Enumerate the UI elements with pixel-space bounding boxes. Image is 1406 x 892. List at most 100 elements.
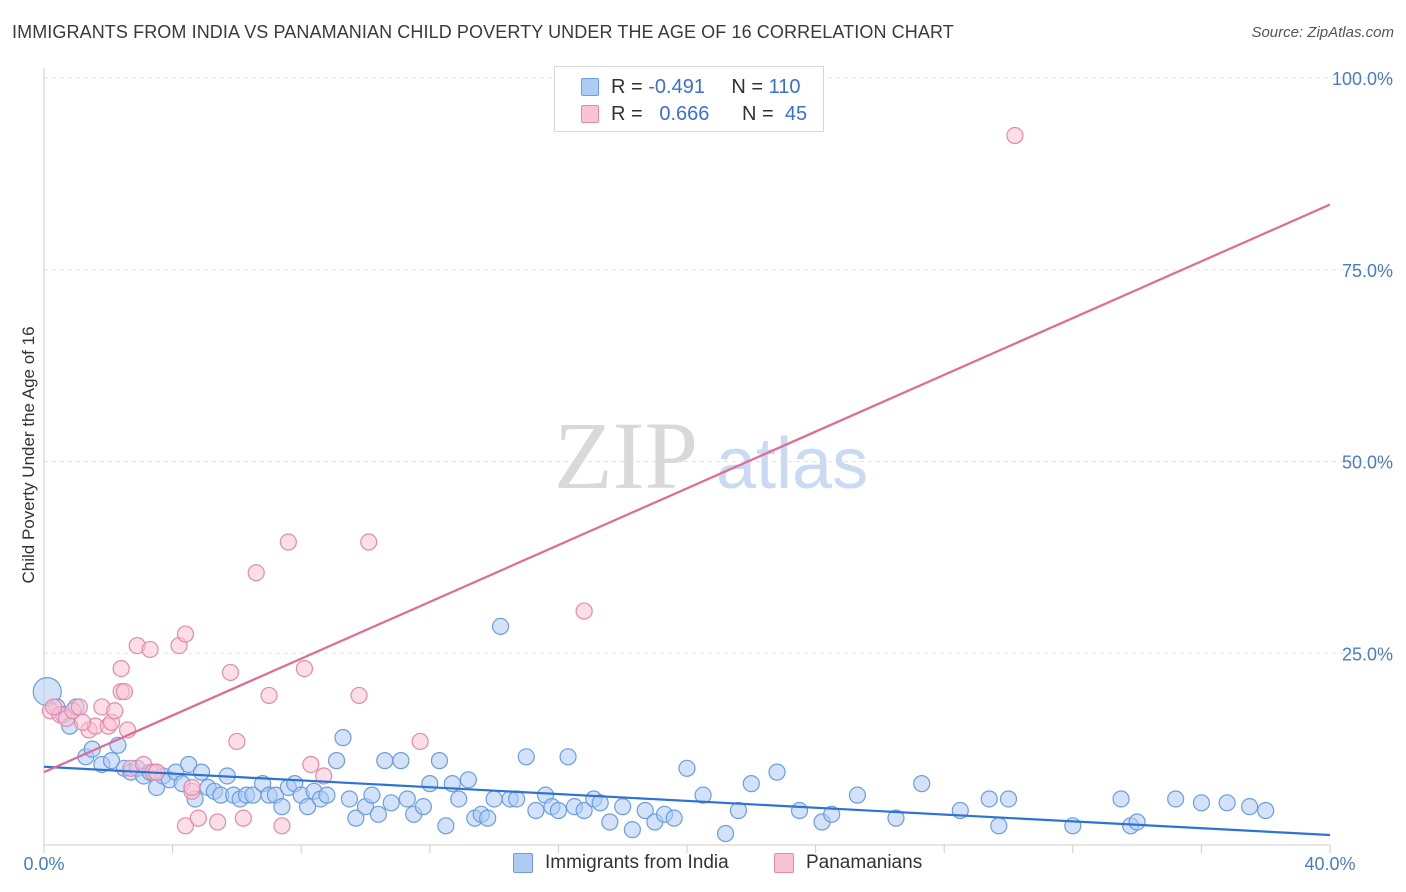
panamanian-point <box>1006 126 1024 145</box>
india-point <box>382 794 400 812</box>
panamanian-point <box>45 698 63 716</box>
india-point <box>1241 798 1259 816</box>
panamanian-point <box>106 702 124 720</box>
india-point <box>508 790 526 808</box>
india-point <box>980 790 998 808</box>
india-point <box>479 809 497 827</box>
india-point <box>913 775 931 793</box>
legend-label-india: Immigrants from India <box>545 852 729 873</box>
india-point <box>318 786 336 804</box>
india-point <box>363 786 381 804</box>
india-point <box>1257 801 1275 820</box>
legend-swatch-india <box>581 78 599 96</box>
panamanian-point <box>176 625 195 643</box>
legend-n-label: N = <box>731 75 764 98</box>
panamanian-point <box>234 809 252 827</box>
legend-r-label: R = <box>611 75 643 98</box>
india-point <box>299 798 317 816</box>
panamanian-point <box>115 682 133 701</box>
india-point <box>559 748 577 766</box>
india-point <box>450 790 468 808</box>
india-point <box>414 798 432 816</box>
x-tick-label: 40.0% <box>1304 854 1355 874</box>
india-point <box>768 763 786 781</box>
india-point <box>180 755 198 774</box>
panamanian-point <box>411 732 429 751</box>
legend-label-panamanians: Panamanians <box>806 852 923 873</box>
series-legend: Immigrants from India Panamanians <box>0 852 1406 878</box>
y-tick-label: 75.0% <box>1342 261 1393 281</box>
legend-row-india: R = -0.491 N = 110 <box>581 73 801 101</box>
legend-swatch-panamanians <box>581 105 599 123</box>
legend-row-panamanians: R = 0.666 N = 45 <box>581 100 807 128</box>
panamanian-point <box>176 817 195 835</box>
panamanian-point <box>247 564 265 582</box>
india-point <box>527 801 545 820</box>
india-point <box>430 752 449 770</box>
india-point <box>376 752 394 770</box>
india-point <box>678 759 696 777</box>
india-point <box>102 752 121 770</box>
panamanian-point <box>360 533 378 551</box>
panamanian-point <box>189 809 207 827</box>
legend-r-label: R = <box>611 102 643 125</box>
watermark-atlas: atlas <box>716 424 868 504</box>
india-point <box>549 801 568 820</box>
panamanian-point <box>183 778 201 797</box>
india-point <box>485 790 503 808</box>
india-point <box>340 790 359 808</box>
panamanian-point <box>112 659 130 678</box>
y-tick-label: 100.0% <box>1332 69 1393 89</box>
india-point <box>1128 813 1146 831</box>
india-point <box>601 813 619 831</box>
legend-n-value: 110 <box>768 75 801 98</box>
legend-r-value: 0.666 <box>659 102 710 125</box>
legend-item-panamanians[interactable]: Panamanians <box>774 852 922 874</box>
panamanian-point <box>209 813 227 831</box>
panamanian-point <box>260 686 278 705</box>
india-point <box>665 809 683 827</box>
india-point <box>623 821 641 839</box>
legend-n-value: 45 <box>784 102 808 125</box>
panamanian-point <box>221 663 240 682</box>
india-point <box>421 775 439 793</box>
trendlines <box>43 203 1331 837</box>
y-tick-label: 25.0% <box>1342 644 1393 664</box>
watermark-zip: ZIP <box>554 402 698 509</box>
panamanian-trendline <box>43 203 1331 774</box>
legend-item-india[interactable]: Immigrants from India <box>513 852 729 874</box>
india-point <box>459 771 477 789</box>
legend-r-value: -0.491 <box>648 75 705 98</box>
y-tick-label: 50.0% <box>1342 453 1393 473</box>
india-point <box>273 798 291 816</box>
india-point <box>347 809 365 827</box>
panamanian-point <box>279 533 297 551</box>
panamanian-point <box>295 659 314 678</box>
panamanian-point <box>575 602 593 620</box>
source-label: Source: ZipAtlas.com <box>1251 24 1394 41</box>
india-point <box>1112 790 1130 808</box>
india-point <box>1218 794 1236 812</box>
panamanian-point <box>273 817 291 835</box>
india-point <box>742 775 760 793</box>
panamanian-point <box>228 732 246 751</box>
india-point <box>369 805 387 823</box>
india-point <box>192 763 211 781</box>
india-point <box>517 748 535 766</box>
watermark: ZIP atlas <box>554 402 868 509</box>
x-tick-label: 0.0% <box>23 854 64 874</box>
y-axis-label: Child Poverty Under the Age of 16 <box>19 326 38 583</box>
tick-labels: 25.0% 50.0% 75.0% 100.0% 0.0% 40.0% <box>23 69 1393 874</box>
india-point <box>999 790 1018 808</box>
india-point <box>614 798 632 816</box>
india-point <box>491 617 510 636</box>
india-point <box>729 801 748 820</box>
india-point <box>392 752 410 770</box>
india-point <box>398 790 416 808</box>
india-point <box>790 801 809 820</box>
india-trendline <box>43 765 1331 837</box>
india-point <box>823 805 841 823</box>
panamanian-point <box>141 640 159 659</box>
grid-lines <box>44 77 1392 654</box>
